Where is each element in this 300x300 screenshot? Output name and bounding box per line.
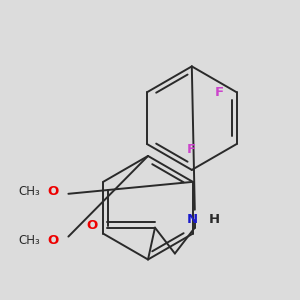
Text: CH₃: CH₃ xyxy=(19,185,40,198)
Text: CH₃: CH₃ xyxy=(19,234,40,247)
Text: O: O xyxy=(47,185,58,198)
Text: F: F xyxy=(214,86,224,99)
Text: N: N xyxy=(187,213,198,226)
Text: O: O xyxy=(86,219,97,232)
Text: F: F xyxy=(187,143,196,156)
Text: H: H xyxy=(209,213,220,226)
Text: O: O xyxy=(47,234,58,247)
